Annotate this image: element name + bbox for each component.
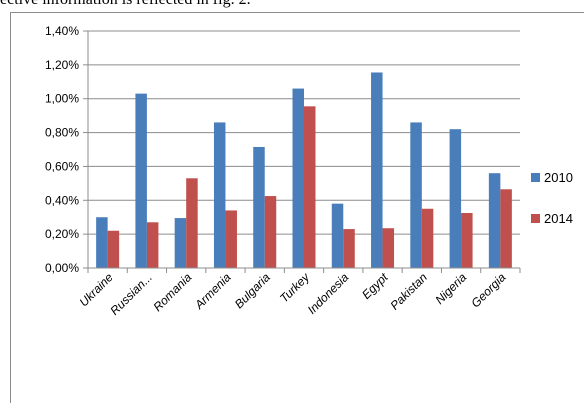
x-category-label: Pakistan [387,270,430,313]
bar-2014-armenia [225,210,237,268]
bar-2010-egypt [371,72,383,268]
y-tick-label: 0,60% [45,159,79,173]
bar-2014-nigeria [461,212,473,268]
legend-label-2010: 2010 [544,170,573,185]
caption-text: ective information is reflected in fig. … [0,0,584,10]
y-tick-label: 1,40% [45,24,79,38]
bar-2010-russian [135,93,147,268]
x-category-label: Bulgaria [232,270,273,311]
bar-2010-pakistan [410,122,422,269]
bar-2014-ukraine [107,230,120,268]
x-category-label: Nigeria [432,270,469,307]
legend: 2010 2014 [531,170,573,226]
bar-2014-russian [146,222,159,268]
bar-2010-armenia [213,122,226,269]
bar-2014-pakistan [421,208,434,268]
y-tick-label: 0,20% [45,227,79,241]
bar-2014-romania [186,178,198,268]
bar-2014-georgia [500,189,512,268]
x-category-label: Romania [150,270,194,314]
x-category-label: Russian... [107,270,155,318]
bar-2010-romania [174,218,187,268]
y-tick-label: 1,20% [45,58,79,72]
bar-2014-egypt [382,228,395,268]
bar-2014-turkey [304,106,316,268]
bar-2010-bulgaria [253,146,265,268]
x-axis [87,31,521,273]
y-tick-label: 0,40% [45,193,79,207]
y-tick-label: 0,80% [45,126,79,140]
x-category-label: Armenia [191,270,233,312]
legend-swatch-2014 [531,214,540,223]
bar-2010-nigeria [449,129,462,268]
bar-2010-ukraine [96,217,108,268]
x-category-label: Georgia [468,270,508,310]
x-category-label: Indonesia [305,270,352,317]
x-category-label: Egypt [359,270,391,302]
bar-2010-indonesia [331,203,344,268]
x-category-label: Turkey [277,270,313,306]
legend-label-2014: 2014 [544,211,573,226]
legend-swatch-2010 [531,173,540,182]
y-tick-label: 1,00% [45,92,79,106]
x-category-label: Ukraine [77,270,116,309]
bar-2014-indonesia [343,229,355,268]
bar-2010-turkey [292,88,304,268]
bar-2014-bulgaria [264,196,277,268]
y-axis-ticks: 0,00% 0,20% 0,40% 0,60% 0,80% 1,00% 1,20% 1,40% [45,24,88,275]
bars [96,72,512,269]
y-tick-label: 0,00% [45,261,79,275]
bar-2010-georgia [488,173,501,268]
